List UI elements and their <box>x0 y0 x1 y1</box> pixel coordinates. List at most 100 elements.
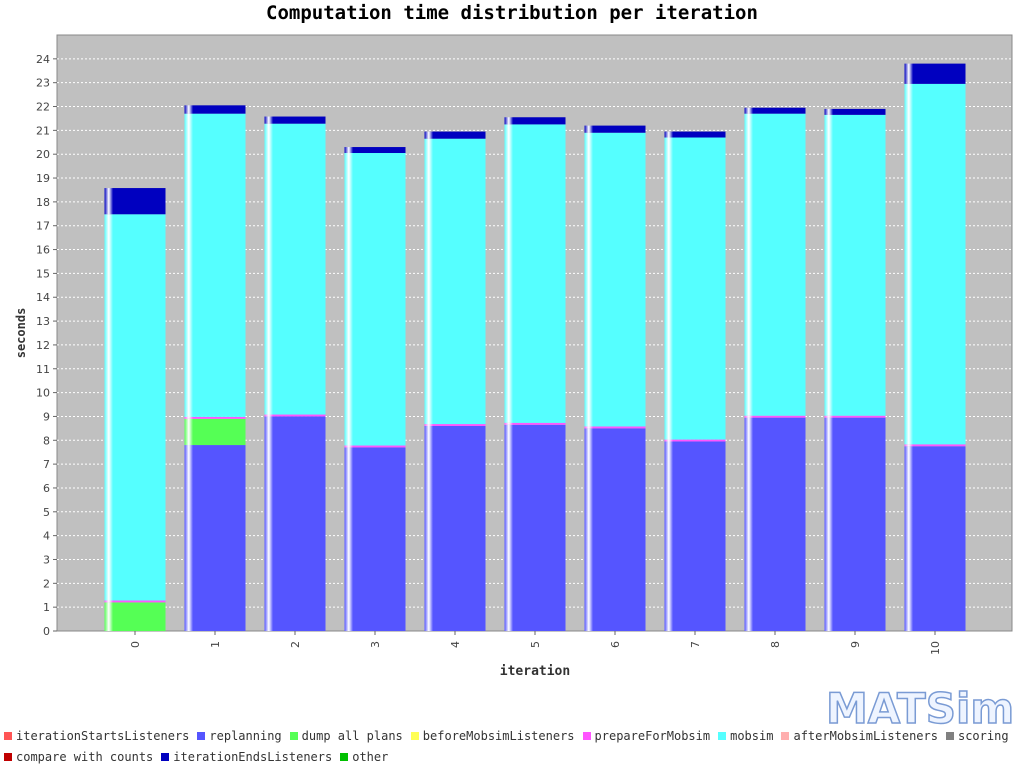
bar-segment-prepareformobsim <box>104 600 166 603</box>
bar-segment-prepareformobsim <box>184 416 246 419</box>
y-tick-label: 10 <box>36 387 50 400</box>
y-tick-label: 12 <box>36 339 50 352</box>
legend-label: other <box>352 750 389 764</box>
x-tick-label: 9 <box>849 641 862 648</box>
legend-label: compare with counts <box>16 750 154 764</box>
legend-item: scoring <box>945 726 1009 747</box>
y-tick-label: 16 <box>36 244 50 257</box>
bar-segment-iterationendslisteners <box>104 188 166 215</box>
bar-segment-mobsim <box>424 138 486 425</box>
y-tick-label: 13 <box>36 315 50 328</box>
bar-segment-mobsim <box>104 214 166 601</box>
bar-segment-prepareformobsim <box>904 444 966 447</box>
legend-label: afterMobsimListeners <box>793 729 938 743</box>
bar-segment-mobsim <box>344 153 406 446</box>
y-tick-label: 11 <box>36 363 50 376</box>
bar-segment-mobsim <box>184 113 246 417</box>
bar-segment-mobsim <box>904 83 966 445</box>
bar-segment-replanning <box>584 428 646 631</box>
x-tick-label: 1 <box>209 641 222 648</box>
bar-segment-iterationendslisteners <box>824 108 886 115</box>
legend-label: iterationEndsListeners <box>173 750 333 764</box>
y-tick-label: 24 <box>36 53 50 66</box>
bar-segment-mobsim <box>664 137 726 440</box>
y-tick-label: 5 <box>43 506 50 519</box>
y-tick-label: 4 <box>43 530 50 543</box>
legend-label: scoring <box>957 729 1009 743</box>
bar-segment-iterationendslisteners <box>504 117 566 125</box>
legend-label: iterationStartsListeners <box>16 729 190 743</box>
y-tick-label: 8 <box>43 434 50 447</box>
bar-segment-iterationendslisteners <box>264 116 326 124</box>
bar-segment-iterationendslisteners <box>664 131 726 138</box>
bar-segment-iterationendslisteners <box>184 105 246 114</box>
bar-segment-mobsim <box>584 132 646 427</box>
legend-swatch <box>289 732 298 740</box>
bar-segment-replanning <box>184 445 246 631</box>
bar-segment-dump-all-plans <box>184 418 246 446</box>
legend-label: prepareForMobsim <box>594 729 711 743</box>
legend-item: iterationEndsListeners <box>161 747 332 768</box>
matsim-logo: MATSim <box>825 683 1015 734</box>
bar-segment-iterationendslisteners <box>904 63 966 84</box>
legend-item: prepareForMobsim <box>582 726 711 747</box>
legend-swatch <box>945 732 954 740</box>
legend-item: dump all plans <box>289 726 403 747</box>
bar-segment-replanning <box>344 447 406 631</box>
bar-segment-replanning <box>264 416 326 631</box>
legend-label: replanning <box>209 729 282 743</box>
bar-segment-mobsim <box>744 113 806 416</box>
chart-legend: iterationStartsListeners replanning dump a… <box>4 726 1020 768</box>
bar-segment-dump-all-plans <box>104 602 166 631</box>
legend-swatch <box>161 753 170 761</box>
legend-item: beforeMobsimListeners <box>410 726 575 747</box>
y-tick-label: 18 <box>36 196 50 209</box>
y-axis-label: seconds <box>14 308 28 359</box>
bar-segment-replanning <box>824 417 886 631</box>
y-tick-label: 23 <box>36 77 50 90</box>
legend-item: replanning <box>197 726 282 747</box>
y-tick-label: 19 <box>36 172 50 185</box>
x-tick-label: 7 <box>689 641 702 648</box>
y-tick-label: 7 <box>43 458 50 471</box>
chart-title: Computation time distribution per iterat… <box>266 2 758 24</box>
legend-label: mobsim <box>730 729 774 743</box>
legend-label: dump all plans <box>301 729 403 743</box>
bar-segment-mobsim <box>504 124 566 423</box>
legend-swatch <box>781 732 790 740</box>
bar-segment-iterationendslisteners <box>424 131 486 139</box>
y-tick-label: 9 <box>43 410 50 423</box>
bar-segment-iterationendslisteners <box>584 125 646 133</box>
legend-swatch <box>197 732 206 740</box>
bar-segment-iterationendslisteners <box>344 147 406 154</box>
y-tick-label: 20 <box>36 148 50 161</box>
bar-segment-replanning <box>424 425 486 631</box>
bar-segment-replanning <box>744 417 806 631</box>
y-tick-label: 15 <box>36 267 50 280</box>
x-tick-label: 2 <box>289 641 302 648</box>
bar-segment-prepareformobsim <box>344 445 406 448</box>
legend-item: afterMobsimListeners <box>781 726 938 747</box>
bar-segment-prepareformobsim <box>584 426 646 429</box>
legend-label: beforeMobsimListeners <box>422 729 575 743</box>
legend-item: other <box>340 747 388 768</box>
y-tick-label: 2 <box>43 577 50 590</box>
y-tick-label: 22 <box>36 101 50 114</box>
legend-item: compare with counts <box>4 747 153 768</box>
y-tick-label: 1 <box>43 601 50 614</box>
chart-plot: 0123456789101112131415161718192021222324… <box>14 34 1013 679</box>
bar-segment-prepareformobsim <box>744 415 806 418</box>
x-tick-label: 4 <box>449 641 462 648</box>
x-axis-label: iteration <box>500 664 570 679</box>
x-tick-label: 10 <box>929 641 942 655</box>
legend-swatch <box>410 732 419 740</box>
y-tick-label: 17 <box>36 220 50 233</box>
y-tick-label: 21 <box>36 124 50 137</box>
x-tick-label: 8 <box>769 641 782 648</box>
bar-segment-iterationendslisteners <box>744 107 806 114</box>
legend-swatch <box>4 753 12 761</box>
legend-item: mobsim <box>718 726 773 747</box>
x-tick-label: 5 <box>529 641 542 648</box>
bar-segment-replanning <box>504 424 566 631</box>
y-tick-label: 3 <box>43 553 50 566</box>
